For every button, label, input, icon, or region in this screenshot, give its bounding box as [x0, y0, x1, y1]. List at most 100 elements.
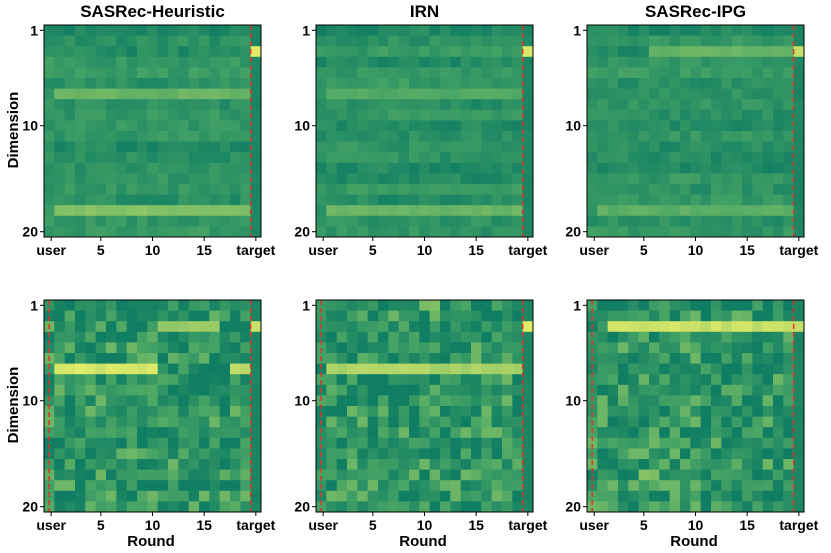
heatmap-cell	[597, 501, 609, 513]
heatmap-cell	[409, 226, 420, 238]
heatmap-cell	[106, 152, 117, 164]
heatmap-cell	[440, 331, 451, 343]
heatmap-cell	[326, 437, 338, 449]
heatmap-cell	[336, 480, 348, 492]
heatmap-cell	[54, 501, 66, 513]
panel-title: IRN	[410, 2, 439, 21]
heatmap-cell	[669, 99, 681, 111]
heatmap-cell	[742, 416, 753, 428]
heatmap-cell	[680, 88, 691, 100]
heatmap-cell	[64, 363, 76, 375]
heatmap-cell	[95, 35, 107, 47]
heatmap-cell	[168, 427, 179, 439]
heatmap-cell	[711, 88, 722, 100]
heatmap-cell	[793, 459, 805, 470]
heatmap-cell	[388, 480, 400, 492]
heatmap-cell	[522, 406, 534, 417]
heatmap-cell	[106, 162, 117, 174]
heatmap-cell	[429, 131, 441, 142]
heatmap-cell	[502, 162, 513, 174]
heatmap-cell	[419, 342, 431, 354]
heatmap-cell	[471, 437, 482, 449]
heatmap-cell	[168, 353, 179, 364]
heatmap-cell	[491, 162, 503, 174]
heatmap-cell	[336, 184, 348, 195]
heatmap-cell	[481, 184, 493, 195]
heatmap-cell	[440, 342, 451, 354]
heatmap-cell	[752, 416, 764, 428]
heatmap-cell	[460, 205, 472, 217]
heatmap-cell	[471, 363, 482, 375]
heatmap-cell	[188, 215, 200, 227]
heatmap-cell	[429, 78, 441, 89]
heatmap-cell	[700, 501, 712, 513]
heatmap-cell	[209, 416, 221, 428]
heatmap-cell	[54, 480, 66, 492]
heatmap-cell	[793, 490, 805, 502]
heatmap-cell	[502, 184, 513, 195]
heatmap-cell	[54, 427, 66, 439]
heatmap-cell	[502, 88, 513, 100]
heatmap-cell	[199, 46, 210, 58]
heatmap-cell	[357, 331, 369, 343]
heatmap-cell	[773, 131, 784, 142]
heatmap-cell	[75, 321, 86, 333]
heatmap-cell	[126, 406, 138, 417]
heatmap-cell	[378, 331, 389, 343]
heatmap-cell	[450, 395, 462, 407]
heatmap-cell	[793, 88, 805, 100]
heatmap-cell	[450, 353, 462, 364]
heatmap-cell	[638, 162, 650, 174]
heatmap-cell	[440, 469, 451, 481]
heatmap-cell	[64, 194, 76, 206]
heatmap-cell	[607, 56, 619, 68]
heatmap-cell	[137, 448, 148, 460]
heatmap-cell	[409, 501, 420, 513]
heatmap-cell	[388, 374, 400, 386]
heatmap-cell	[752, 310, 764, 322]
heatmap-cell	[587, 469, 598, 481]
heatmap-cell	[491, 131, 503, 142]
heatmap-cell	[783, 490, 795, 502]
heatmap-cell	[106, 427, 117, 439]
heatmap-cell	[783, 120, 795, 132]
heatmap-cell	[502, 67, 513, 79]
heatmap-cell	[54, 152, 66, 164]
heatmap-cell	[773, 395, 784, 407]
heatmap-cell	[597, 448, 609, 460]
heatmap-cell	[721, 427, 733, 439]
heatmap-cell	[731, 406, 743, 417]
heatmap-cell	[178, 173, 190, 185]
heatmap-cell	[188, 25, 200, 36]
heatmap-cell	[398, 56, 410, 68]
heatmap-cell	[700, 25, 712, 36]
heatmap-cell	[793, 321, 805, 333]
heatmap-cell	[157, 162, 169, 174]
heatmap-cell	[137, 321, 148, 333]
heatmap-cell	[95, 173, 107, 185]
heatmap-cell	[700, 120, 712, 132]
heatmap-cell	[680, 215, 691, 227]
heatmap-cell	[250, 448, 262, 460]
heatmap-cell	[116, 321, 128, 333]
heatmap-cell	[618, 152, 629, 164]
heatmap-cell	[378, 205, 389, 217]
heatmap-cell	[199, 437, 210, 449]
heatmap-cell	[388, 131, 400, 142]
heatmap-cell	[512, 184, 524, 195]
y-tick-label: 1	[573, 297, 581, 313]
heatmap-cell	[659, 427, 671, 439]
heatmap-cell	[347, 152, 358, 164]
heatmap-cell	[628, 459, 640, 470]
heatmap-cell	[460, 25, 472, 36]
heatmap-cell	[188, 310, 200, 322]
heatmap-cell	[512, 310, 524, 322]
heatmap-cell	[188, 300, 200, 311]
heatmap-cell	[178, 184, 190, 195]
heatmap-cell	[618, 469, 629, 481]
heatmap-cell	[178, 363, 190, 375]
heatmap-cell	[316, 56, 327, 68]
heatmap-cell	[587, 67, 598, 79]
heatmap-cell	[250, 99, 262, 111]
heatmap-cell	[230, 46, 241, 58]
